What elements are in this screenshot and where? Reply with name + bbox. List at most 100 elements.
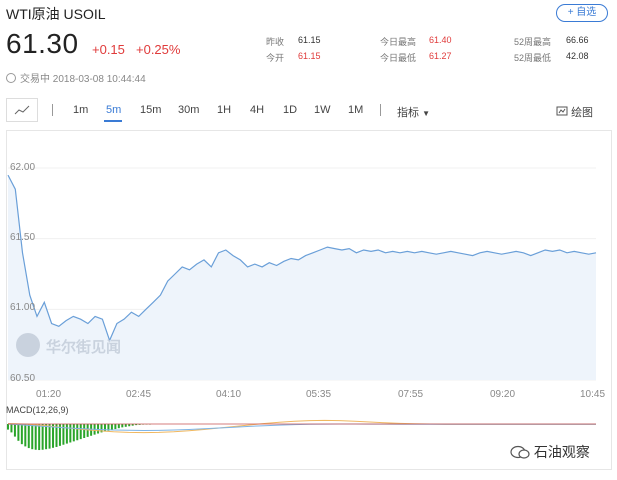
x-tick-label: 04:10 xyxy=(216,389,242,400)
low-label: 今日最低 xyxy=(380,53,417,63)
tab-1m[interactable]: 1m xyxy=(73,104,89,116)
brand-footer: 石油观察 xyxy=(510,442,590,462)
tab-30m[interactable]: 30m xyxy=(178,104,200,116)
tab-15m[interactable]: 15m xyxy=(140,104,162,116)
w52-high-value: 66.66 xyxy=(566,35,589,45)
open-label: 今开 xyxy=(266,53,285,63)
macd-histogram-bar xyxy=(110,424,113,430)
macd-histogram-bar xyxy=(55,424,58,447)
macd-histogram-bar xyxy=(45,424,48,450)
macd-histogram-bar xyxy=(34,424,37,450)
macd-histogram-bar xyxy=(41,424,44,450)
trade-status: 交易中 2018-03-08 10:44:44 xyxy=(6,70,146,85)
brand-name: 石油观察 xyxy=(533,444,590,460)
macd-histogram-bar xyxy=(27,424,30,449)
x-tick-label: 05:35 xyxy=(306,389,332,400)
price-change: +0.15 xyxy=(92,42,125,57)
macd-histogram-bar xyxy=(86,424,89,437)
macd-histogram-bar xyxy=(31,424,34,450)
macd-histogram-bar xyxy=(38,424,41,451)
watermark-text: 华尔街见闻 xyxy=(46,339,122,356)
high-label: 今日最高 xyxy=(380,37,417,47)
macd-dif-line xyxy=(7,423,596,432)
x-tick-label: 02:45 xyxy=(126,389,152,400)
tab-4h[interactable]: 4H xyxy=(250,104,265,116)
watermark-logo-icon xyxy=(16,333,40,357)
tab-5m[interactable]: 5m xyxy=(106,104,122,116)
macd-histogram-bar xyxy=(114,424,117,430)
y-tick-label: 60.50 xyxy=(10,373,36,384)
macd-histogram-bar xyxy=(117,424,120,429)
indicator-label: 指标 xyxy=(397,107,419,119)
toolbar-divider xyxy=(52,104,53,116)
low-value: 61.27 xyxy=(429,51,452,61)
draw-icon xyxy=(556,106,568,116)
w52-high-label: 52周最高 xyxy=(514,37,552,47)
macd-histogram-bar xyxy=(69,424,72,443)
price-series-line xyxy=(7,174,597,343)
macd-histogram-bar xyxy=(24,424,27,447)
active-tab-indicator xyxy=(104,120,122,122)
tab-1h[interactable]: 1H xyxy=(217,104,232,116)
instrument-title: WTI原油 USOIL xyxy=(6,6,106,22)
macd-histogram-bar xyxy=(13,424,16,437)
x-tick-label: 07:55 xyxy=(398,389,424,400)
y-tick-label: 62.00 xyxy=(10,162,36,173)
w52-low-value: 42.08 xyxy=(566,51,589,61)
macd-histogram-bar xyxy=(124,424,127,427)
macd-histogram-bar xyxy=(103,424,106,432)
macd-histogram-bar xyxy=(131,424,134,426)
add-watchlist-button[interactable]: + 自选 xyxy=(556,4,608,22)
macd-histogram-bar xyxy=(97,424,100,434)
prev-close-label: 昨收 xyxy=(266,37,285,47)
toolbar-divider xyxy=(380,104,381,116)
x-tick-label: 01:20 xyxy=(36,389,62,400)
line-chart-icon xyxy=(14,105,30,115)
macd-histogram-bar xyxy=(48,424,51,449)
macd-histogram-bar xyxy=(107,424,110,431)
macd-histogram-bar xyxy=(121,424,124,428)
macd-histogram-bar xyxy=(72,424,75,442)
current-price: 61.30 xyxy=(6,28,79,59)
y-tick-label: 61.00 xyxy=(10,302,36,313)
macd-histogram-bar xyxy=(20,424,23,445)
tab-1w[interactable]: 1W xyxy=(314,104,331,116)
macd-histogram-bar xyxy=(7,424,9,430)
macd-histogram-bar xyxy=(135,424,138,426)
x-tick-label: 09:20 xyxy=(490,389,516,400)
macd-label: MACD(12,26,9) xyxy=(6,405,69,415)
macd-histogram-bar xyxy=(65,424,68,444)
tab-1mo[interactable]: 1M xyxy=(348,104,364,116)
trade-time: 交易中 2018-03-08 10:44:44 xyxy=(20,74,146,85)
macd-histogram-bar xyxy=(58,424,61,446)
macd-histogram-bar xyxy=(128,424,131,427)
draw-button[interactable]: 绘图 xyxy=(556,104,593,120)
tab-1d[interactable]: 1D xyxy=(283,104,298,116)
draw-label: 绘图 xyxy=(571,107,594,119)
x-tick-label: 10:45 xyxy=(580,389,606,400)
macd-histogram-bar xyxy=(79,424,82,440)
wechat-icon xyxy=(510,445,530,459)
price-area-fill xyxy=(8,175,596,380)
high-value: 61.40 xyxy=(429,35,452,45)
macd-histogram-bar xyxy=(10,424,13,433)
clock-icon xyxy=(6,73,16,83)
prev-close-value: 61.15 xyxy=(298,35,321,45)
macd-histogram-bar xyxy=(62,424,65,445)
macd-histogram-bar xyxy=(17,424,20,441)
chart-type-button[interactable] xyxy=(6,98,38,122)
chart-panel[interactable] xyxy=(6,130,612,470)
caret-down-icon: ▼ xyxy=(422,109,430,118)
price-change-pct: +0.25% xyxy=(136,42,181,57)
macd-histogram-bar xyxy=(52,424,55,448)
macd-signal-line xyxy=(7,419,596,434)
macd-histogram-bar xyxy=(76,424,79,441)
open-value: 61.15 xyxy=(298,51,321,61)
w52-low-label: 52周最低 xyxy=(514,53,552,63)
macd-histogram-bar xyxy=(100,424,103,433)
macd-histogram-bar xyxy=(138,424,141,425)
y-tick-label: 61.50 xyxy=(10,232,36,243)
indicator-dropdown[interactable]: 指标 ▼ xyxy=(397,104,430,120)
